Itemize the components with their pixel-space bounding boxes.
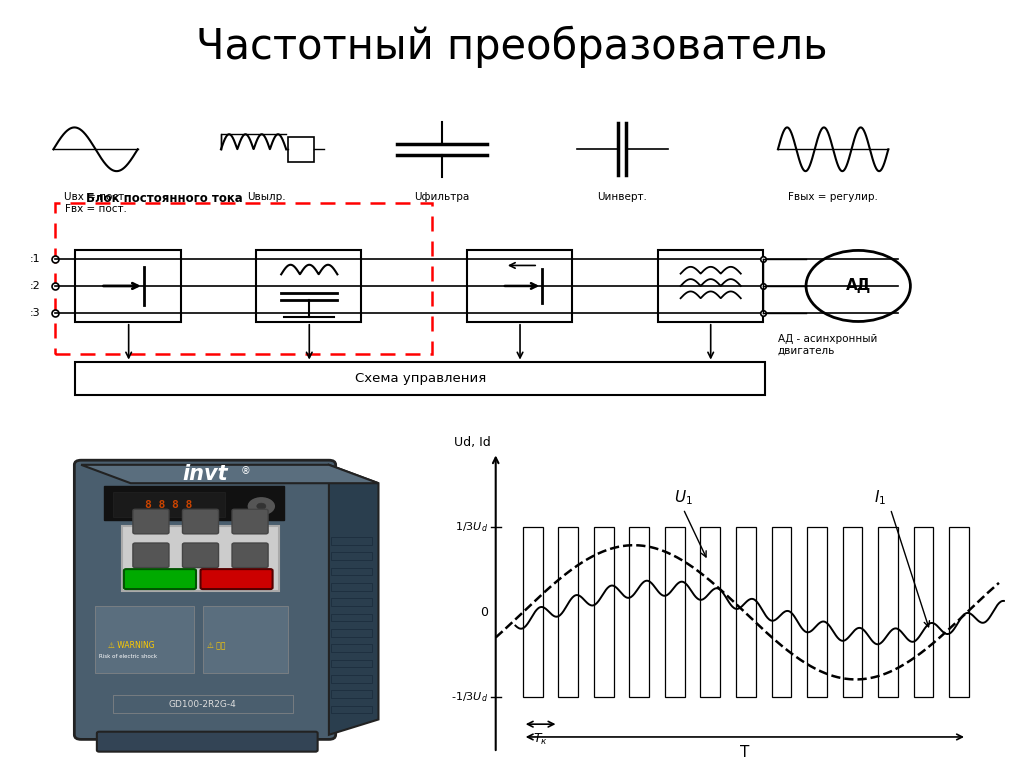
- Text: $U_1$: $U_1$: [674, 488, 692, 507]
- Text: ⚠ 警告: ⚠ 警告: [207, 641, 225, 650]
- Bar: [657, 250, 763, 322]
- Text: Ud, Id: Ud, Id: [454, 436, 490, 449]
- Bar: [103, 486, 284, 520]
- Polygon shape: [329, 465, 379, 735]
- Text: 0: 0: [480, 606, 488, 619]
- Text: Fвых = регулир.: Fвых = регулир.: [788, 193, 878, 202]
- Bar: [76, 250, 181, 322]
- FancyBboxPatch shape: [232, 509, 268, 534]
- Bar: [122, 526, 280, 591]
- Text: :1: :1: [30, 254, 40, 264]
- Bar: [700, 528, 720, 697]
- Bar: [203, 606, 289, 673]
- Bar: [331, 583, 372, 591]
- Circle shape: [257, 503, 266, 509]
- Text: ®: ®: [241, 466, 251, 476]
- Text: АД - асинхронный
двигатель: АД - асинхронный двигатель: [778, 334, 878, 355]
- FancyBboxPatch shape: [182, 509, 218, 534]
- Bar: [771, 528, 792, 697]
- Text: -1/3$U_d$: -1/3$U_d$: [452, 690, 488, 704]
- Bar: [665, 528, 685, 697]
- Bar: [331, 629, 372, 637]
- Text: 8 8 8 8: 8 8 8 8: [145, 499, 193, 510]
- Bar: [331, 614, 372, 621]
- Text: Uинверт.: Uинверт.: [597, 193, 647, 202]
- Text: Блок постоянного тока: Блок постоянного тока: [86, 193, 243, 206]
- Text: 1/3$U_d$: 1/3$U_d$: [456, 521, 488, 534]
- Bar: [736, 528, 756, 697]
- Bar: [331, 552, 372, 560]
- Bar: [331, 644, 372, 652]
- Bar: [331, 706, 372, 713]
- Text: АД: АД: [846, 278, 870, 294]
- Bar: [523, 528, 543, 697]
- Bar: [879, 528, 898, 697]
- Bar: [113, 695, 293, 713]
- Bar: [331, 537, 372, 545]
- Text: Схема управления: Схема управления: [354, 373, 485, 385]
- FancyBboxPatch shape: [124, 569, 196, 589]
- Bar: [331, 690, 372, 698]
- Text: $I_1$: $I_1$: [874, 488, 887, 507]
- Bar: [94, 606, 194, 673]
- Text: invt: invt: [182, 464, 227, 484]
- FancyBboxPatch shape: [232, 543, 268, 568]
- Polygon shape: [81, 465, 379, 483]
- FancyBboxPatch shape: [182, 543, 218, 568]
- Bar: [843, 528, 862, 697]
- Text: Risk of electric shock: Risk of electric shock: [99, 654, 158, 659]
- Bar: [630, 528, 649, 697]
- Bar: [913, 528, 933, 697]
- Text: :2: :2: [30, 281, 40, 291]
- Text: :3: :3: [30, 308, 40, 318]
- Bar: [288, 137, 314, 162]
- Bar: [594, 528, 613, 697]
- Text: ⚠ WARNING: ⚠ WARNING: [109, 641, 155, 650]
- FancyBboxPatch shape: [97, 732, 317, 752]
- Bar: [949, 528, 969, 697]
- Bar: [331, 660, 372, 667]
- Text: $T_к$: $T_к$: [534, 732, 548, 747]
- Text: T: T: [740, 745, 750, 759]
- Circle shape: [247, 496, 275, 516]
- Bar: [331, 675, 372, 683]
- Text: Частотный преобразователь: Частотный преобразователь: [197, 25, 827, 67]
- Bar: [76, 363, 765, 395]
- Text: Uфильтра: Uфильтра: [414, 193, 469, 202]
- Bar: [331, 598, 372, 606]
- Bar: [807, 528, 826, 697]
- Text: GD100-2R2G-4: GD100-2R2G-4: [169, 700, 237, 709]
- FancyBboxPatch shape: [75, 460, 336, 739]
- FancyBboxPatch shape: [133, 543, 169, 568]
- FancyBboxPatch shape: [201, 569, 272, 589]
- Text: Uвх = пост.
Fвх = пост.: Uвх = пост. Fвх = пост.: [63, 193, 127, 214]
- Bar: [331, 568, 372, 575]
- Bar: [256, 250, 361, 322]
- Bar: [113, 492, 225, 517]
- FancyBboxPatch shape: [133, 509, 169, 534]
- Text: Uвылр.: Uвылр.: [247, 193, 286, 202]
- Circle shape: [806, 250, 910, 321]
- Bar: [558, 528, 579, 697]
- Bar: [467, 250, 572, 322]
